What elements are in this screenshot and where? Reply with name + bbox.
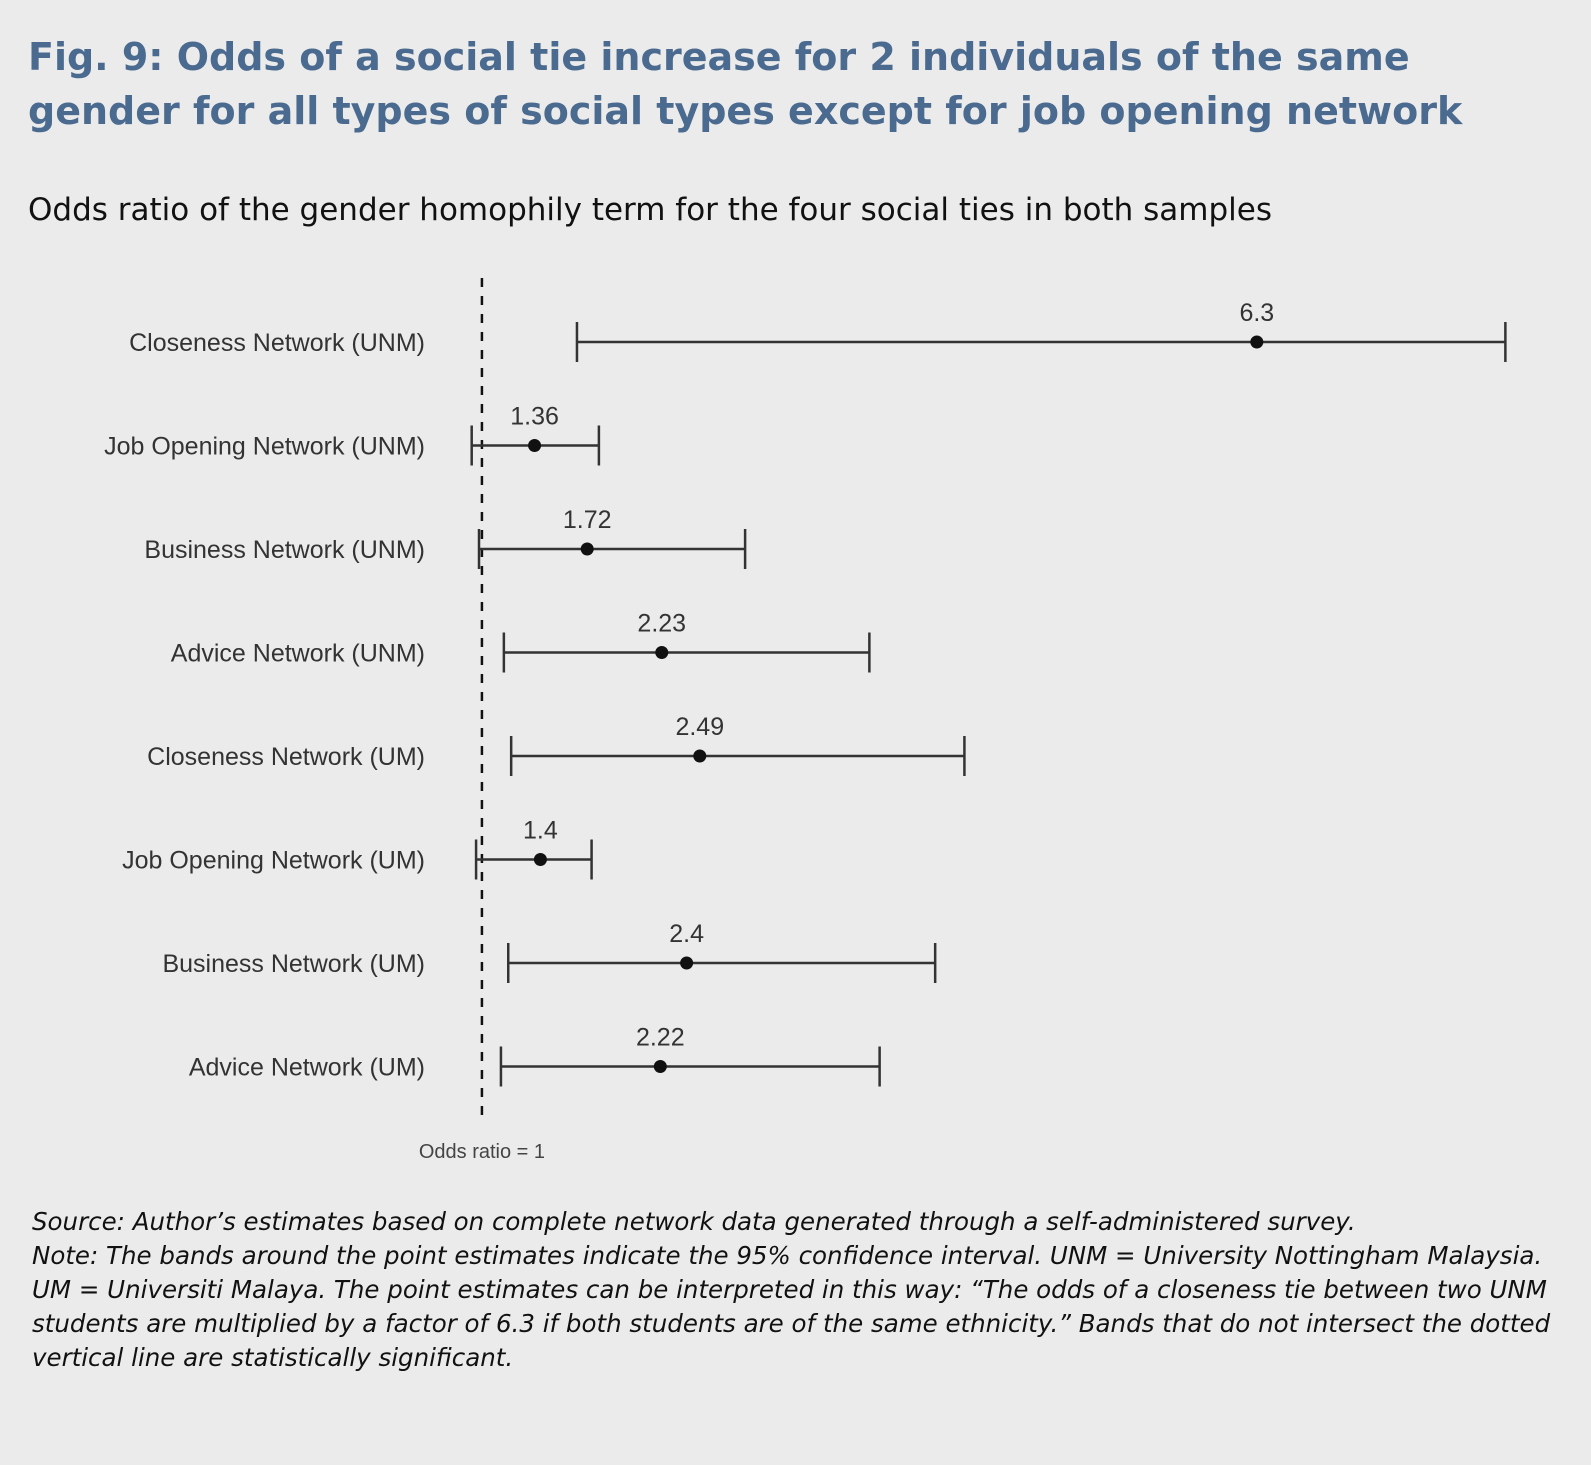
row-label: Advice Network (UNM) [171, 640, 425, 668]
estimate-label: 2.23 [637, 610, 686, 638]
point-estimate [653, 1060, 667, 1073]
reference-line-label: Odds ratio = 1 [419, 1141, 545, 1163]
estimate-label: 2.4 [669, 920, 704, 948]
point-estimate [680, 956, 694, 970]
row-label: Closeness Network (UM) [147, 743, 425, 771]
row-label: Closeness Network (UNM) [129, 329, 425, 357]
row-label: Advice Network (UM) [189, 1054, 425, 1082]
point-estimate [580, 542, 594, 556]
figure-subtitle: Odds ratio of the gender homophily term … [28, 192, 1272, 228]
row-label: Business Network (UM) [162, 950, 425, 978]
point-estimate [533, 853, 547, 866]
figure-title: Fig. 9: Odds of a social tie increase fo… [28, 35, 1463, 133]
estimate-label: 1.4 [523, 817, 558, 845]
forest-plot: Odds ratio = 1 Closeness Network (UNM) 6.3… [104, 278, 1507, 1163]
footnote: Source: Author’s estimates based on comp… [32, 1205, 1562, 1375]
interpretation-note: Note: The bands around the point estimat… [32, 1241, 1551, 1372]
source-note: Source: Author’s estimates based on comp… [32, 1207, 1356, 1236]
point-estimate [528, 439, 542, 452]
point-estimate [1250, 335, 1264, 349]
point-estimate [693, 749, 707, 763]
estimate-label: 2.22 [636, 1024, 685, 1052]
row-label: Job Opening Network (UNM) [104, 433, 425, 461]
estimate-label: 6.3 [1239, 299, 1274, 327]
row-label: Business Network (UNM) [144, 536, 425, 564]
row-label: Job Opening Network (UM) [122, 847, 425, 875]
estimate-label: 1.36 [510, 403, 559, 431]
estimate-label: 2.49 [675, 713, 724, 741]
estimate-label: 1.72 [563, 506, 612, 534]
point-estimate [655, 646, 669, 659]
